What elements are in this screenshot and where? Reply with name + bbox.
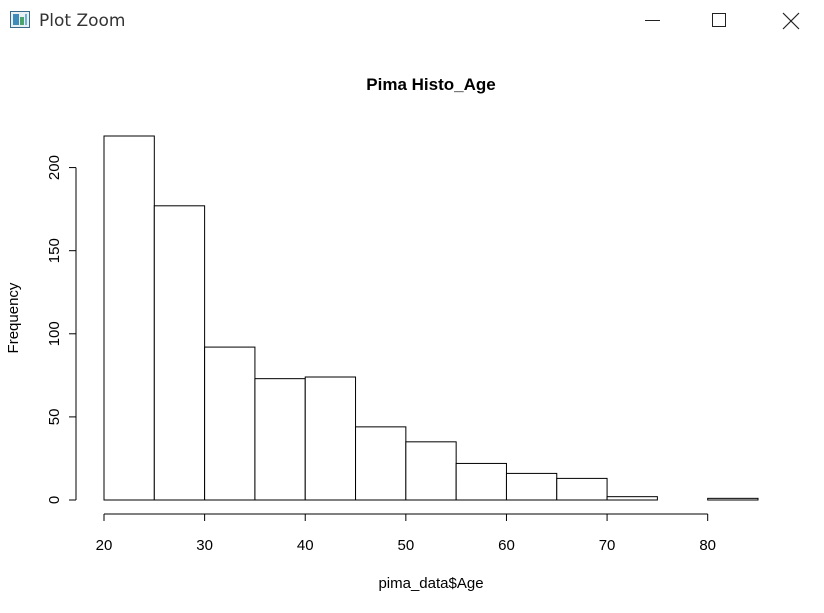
histogram-bar bbox=[405, 441, 457, 501]
chart-title: Pima Histo_Age bbox=[366, 75, 495, 94]
x-tick-label: 60 bbox=[498, 537, 515, 554]
histogram-bar bbox=[455, 462, 507, 501]
minimize-button[interactable] bbox=[621, 0, 683, 42]
x-tick-label: 70 bbox=[599, 537, 616, 554]
y-tick-label: 50 bbox=[46, 409, 63, 426]
window-title: Plot Zoom bbox=[39, 11, 126, 31]
histogram-bar bbox=[254, 378, 306, 501]
histogram-bar bbox=[153, 205, 206, 501]
bars-group bbox=[103, 135, 759, 501]
plot-app-icon bbox=[10, 11, 30, 28]
close-icon bbox=[782, 12, 800, 30]
x-axis-label: pima_data$Age bbox=[378, 575, 483, 592]
x-tick-label: 30 bbox=[196, 537, 213, 554]
histogram-chart: Pima Histo_Age pima_data$Age Frequency 2… bbox=[5, 75, 759, 592]
histogram-bar bbox=[304, 376, 357, 501]
y-axis-label: Frequency bbox=[5, 282, 22, 353]
y-tick-label: 150 bbox=[46, 238, 63, 263]
y-tick-label: 200 bbox=[46, 155, 63, 180]
histogram-bar bbox=[505, 472, 558, 501]
x-axis: 20 30 40 50 60 70 80 bbox=[96, 513, 716, 554]
close-button[interactable] bbox=[760, 0, 822, 42]
maximize-button[interactable] bbox=[688, 0, 750, 42]
y-axis: 0 50 100 150 200 bbox=[46, 155, 77, 504]
window-titlebar: Plot Zoom bbox=[0, 0, 824, 42]
maximize-icon bbox=[712, 13, 726, 27]
x-tick-label: 80 bbox=[699, 537, 716, 554]
histogram-bar bbox=[204, 346, 256, 501]
x-tick-label: 50 bbox=[398, 537, 415, 554]
x-tick-label: 40 bbox=[297, 537, 314, 554]
y-tick-label: 100 bbox=[46, 321, 63, 346]
y-tick-label: 0 bbox=[46, 496, 63, 504]
histogram-bar bbox=[103, 135, 155, 501]
histogram-bar bbox=[556, 477, 608, 501]
histogram-bar bbox=[355, 426, 407, 501]
minimize-icon bbox=[644, 19, 660, 21]
histogram-bar bbox=[707, 497, 759, 501]
x-tick-label: 20 bbox=[96, 537, 113, 554]
histogram-bar bbox=[606, 496, 658, 501]
